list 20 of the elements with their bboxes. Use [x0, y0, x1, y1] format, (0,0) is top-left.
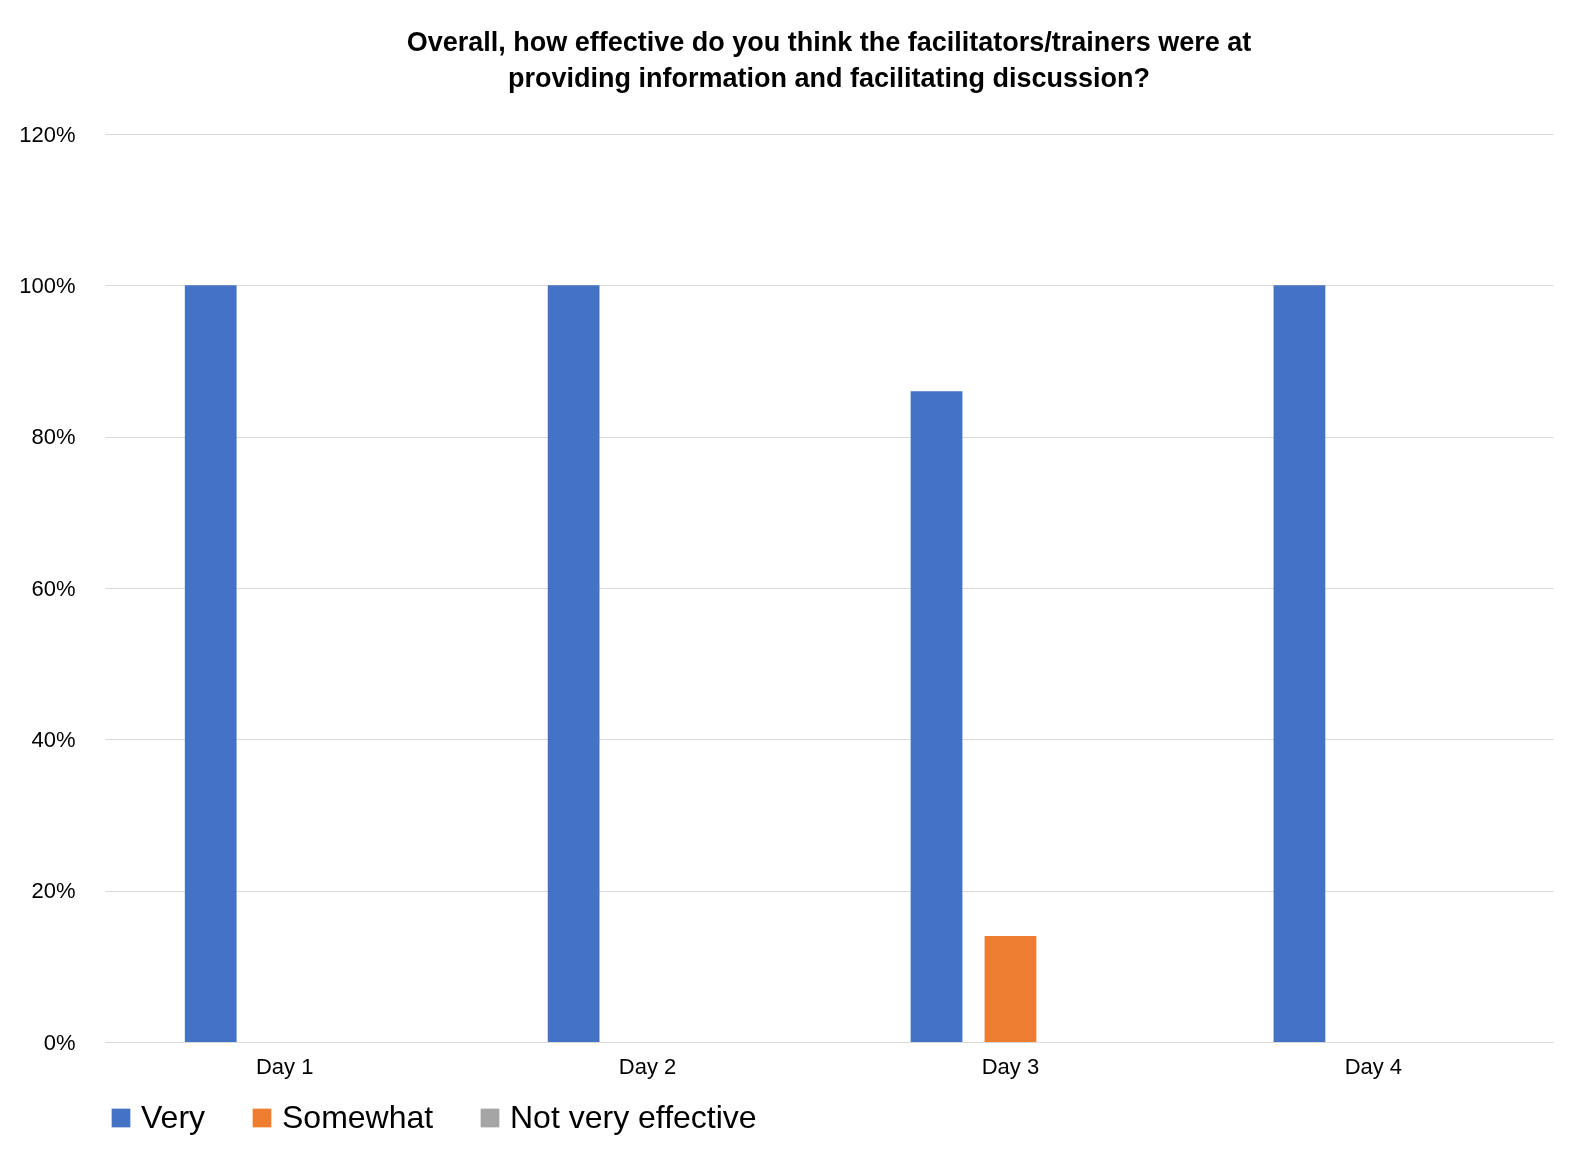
- chart-title: Overall, how effective do you think the facilitators/trainers were at providing information and facilitating discussion?: [406, 27, 1252, 93]
- y-tick-label: 20%: [31, 878, 76, 904]
- bar: [1273, 285, 1326, 1042]
- y-tick-label: 0%: [43, 1029, 76, 1055]
- x-tick-label: Day 1: [255, 1053, 314, 1079]
- bar: [910, 391, 963, 1042]
- y-tick-label: 100%: [19, 272, 76, 298]
- bar: [184, 285, 237, 1042]
- legend-label: Not very effective: [510, 1099, 757, 1135]
- legend-label: Very: [141, 1099, 206, 1135]
- y-tick-label: 80%: [31, 424, 76, 450]
- x-tick-label: Day 2: [618, 1053, 677, 1079]
- y-tick-label: 120%: [19, 121, 76, 147]
- y-tick-label: 40%: [31, 726, 76, 752]
- bar: [984, 936, 1037, 1042]
- x-tick-label: Day 3: [981, 1053, 1040, 1079]
- x-tick-label: Day 4: [1344, 1053, 1403, 1079]
- bar: [547, 285, 600, 1042]
- y-tick-label: 60%: [31, 575, 76, 601]
- legend-label: Somewhat: [282, 1099, 434, 1135]
